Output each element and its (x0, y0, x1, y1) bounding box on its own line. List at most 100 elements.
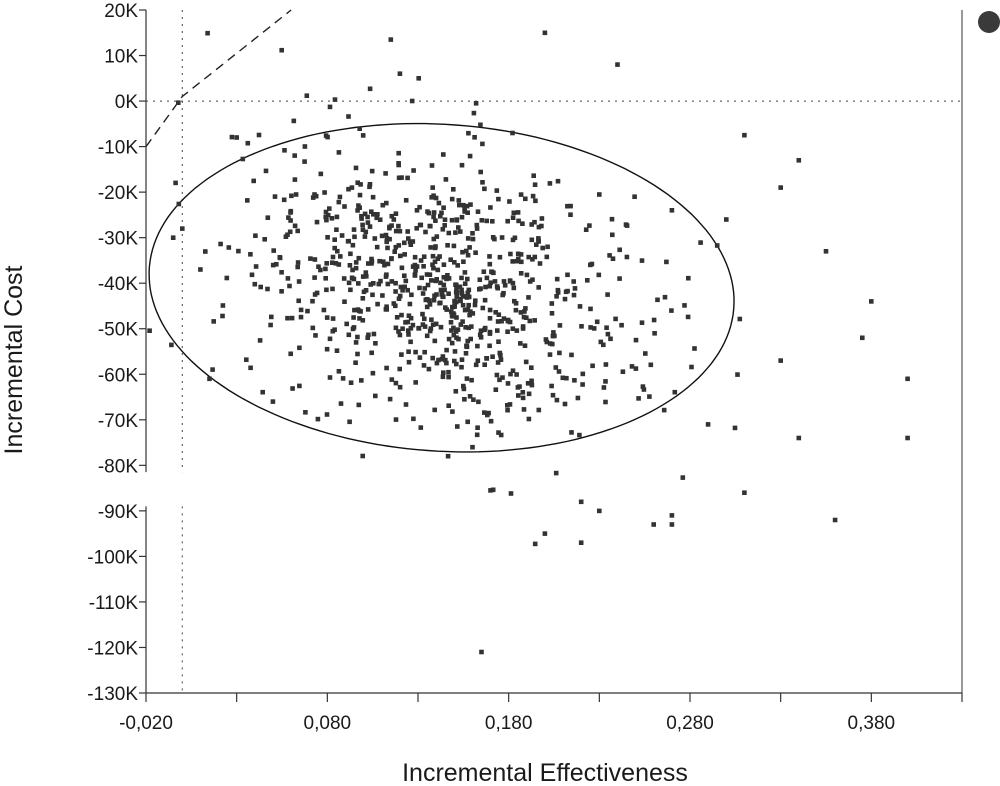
scatter-point (405, 287, 410, 293)
scatter-point (408, 326, 414, 331)
scatter-point (518, 341, 523, 346)
scatter-point (271, 248, 276, 253)
scatter-point (460, 319, 465, 324)
scatter-point (346, 280, 352, 286)
scatter-point (610, 256, 616, 261)
scatter-point (324, 287, 329, 293)
scatter-point (473, 250, 478, 255)
scatter-point (459, 162, 465, 168)
scatter-point (532, 541, 538, 547)
scatter-point (323, 209, 329, 215)
scatter-point (536, 285, 541, 290)
scatter-point (293, 192, 299, 197)
scatter-point (459, 364, 464, 370)
scatter-point (369, 350, 374, 356)
scatter-point (569, 430, 574, 435)
scatter-point (705, 422, 711, 427)
scatter-point (325, 235, 330, 240)
scatter-point (588, 306, 593, 312)
scatter-point (424, 304, 430, 310)
scatter-point (417, 204, 422, 210)
scatter-point (295, 228, 300, 234)
y-tick-label: -120K (87, 638, 138, 659)
scatter-point (549, 301, 555, 306)
scatter-point (490, 487, 496, 493)
scatter-point (389, 213, 395, 219)
scatter-point (643, 351, 648, 356)
scatter-point (336, 199, 342, 205)
scatter-point (641, 387, 647, 392)
scatter-point (295, 260, 301, 265)
scatter-point (355, 307, 361, 312)
scatter-point (464, 248, 469, 254)
scatter-point (495, 360, 501, 365)
scatter-point (551, 330, 556, 335)
scatter-point (508, 491, 514, 496)
scatter-point (400, 288, 405, 293)
scatter-point (252, 281, 258, 287)
scatter-point (529, 378, 534, 384)
scatter-point (360, 318, 366, 323)
scatter-point (488, 205, 493, 210)
y-tick-label: -40K (98, 274, 138, 295)
scatter-point (380, 202, 386, 208)
scatter-point (417, 285, 422, 291)
scatter-point (434, 234, 440, 239)
scatter-point (360, 222, 365, 228)
scatter-point (578, 540, 584, 545)
scatter-point (180, 226, 185, 231)
scatter-point (554, 294, 559, 299)
scatter-point (409, 98, 415, 104)
scatter-point (279, 289, 284, 294)
scatter-point (323, 266, 328, 272)
scatter-point (669, 308, 674, 313)
scatter-point (553, 365, 559, 370)
scatter-point (406, 349, 411, 354)
scatter-point (462, 397, 467, 402)
scatter-point (355, 208, 360, 213)
scatter-point (310, 325, 316, 331)
scatter-point (449, 309, 454, 314)
y-tick-label: -10K (98, 138, 138, 159)
scatter-point (427, 302, 433, 307)
scatter-point (433, 195, 439, 201)
scatter-point (362, 234, 368, 239)
scatter-point (288, 351, 293, 357)
scatter-point (514, 328, 520, 333)
scatter-point (492, 236, 497, 242)
scatter-point (434, 360, 440, 366)
scatter-point (422, 286, 427, 291)
scatter-point (639, 320, 645, 325)
scatter-point (270, 399, 276, 404)
scatter-point (575, 395, 581, 401)
scatter-point (308, 256, 313, 261)
scatter-point (520, 324, 526, 329)
scatter-point (454, 361, 459, 367)
scatter-point (449, 340, 455, 346)
scatter-point (334, 348, 340, 353)
scatter-point (338, 401, 344, 406)
x-tick-label: 0,180 (485, 713, 533, 734)
scatter-point (434, 277, 439, 282)
scatter-point (445, 453, 451, 459)
scatter-point (384, 239, 389, 245)
scatter-point (387, 225, 392, 231)
scatter-point (394, 315, 400, 320)
scatter-point (470, 236, 476, 242)
scatter-point (211, 319, 216, 324)
scatter-point (393, 280, 398, 286)
scatter-point (478, 122, 483, 128)
scatter-point (647, 394, 652, 399)
scatter-point (392, 249, 397, 254)
scatter-point (532, 182, 538, 187)
scatter-point (613, 316, 618, 322)
scatter-point (633, 337, 639, 343)
scatter-point (475, 425, 480, 430)
scatter-point (554, 397, 560, 403)
scatter-point (393, 289, 398, 294)
scatter-point (442, 217, 448, 222)
scatter-point (433, 218, 438, 223)
scatter-point (565, 272, 570, 278)
scatter-point (603, 399, 608, 405)
scatter-point (742, 132, 747, 138)
